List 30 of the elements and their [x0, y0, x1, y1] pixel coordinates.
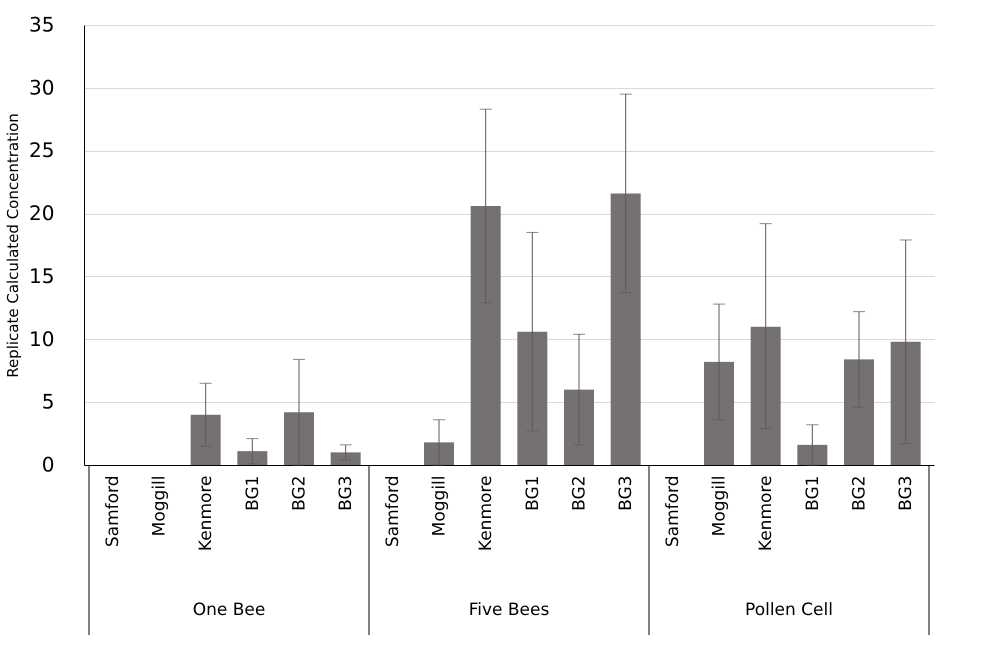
x-tick-label: BG1: [802, 476, 823, 511]
x-tick-label: BG2: [570, 476, 590, 511]
y-tick-label: 35: [29, 12, 54, 36]
y-tick-label: 5: [42, 390, 54, 414]
x-tick-label: BG3: [336, 476, 356, 511]
text: One Bee: [192, 600, 266, 620]
x-tick-label: BG3: [616, 476, 636, 511]
x-tick-label: Moggill: [710, 476, 730, 536]
x-tick-label: Kenmore: [756, 476, 776, 552]
y-tick-label: 30: [29, 75, 54, 100]
x-tick-label: Kenmore: [476, 476, 496, 552]
y-tick-label: 0: [42, 452, 54, 476]
y-tick-label: 15: [29, 264, 54, 288]
x-tick-label: BG3: [896, 476, 916, 511]
x-tick-label: BG2: [290, 476, 310, 511]
x-tick-label: Moggill: [430, 476, 450, 536]
x-tick-label: Moggill: [150, 476, 170, 536]
y-axis-title: Replicate Calculated Concentration: [4, 113, 22, 378]
x-tick-label: BG2: [850, 476, 870, 511]
y-tick-label: 20: [29, 201, 54, 226]
text: Five Bees: [468, 600, 550, 620]
text: Pollen Cell: [745, 600, 833, 620]
y-tick-label: 25: [29, 138, 54, 162]
x-tick-label: Kenmore: [196, 476, 216, 552]
x-tick-label: Samford: [102, 476, 123, 548]
x-tick-label: BG1: [522, 476, 543, 511]
x-tick-label: Samford: [382, 476, 403, 548]
x-tick-label: Samford: [662, 476, 683, 548]
x-tick-label: BG1: [242, 476, 263, 511]
y-tick-label: 10: [29, 326, 54, 351]
